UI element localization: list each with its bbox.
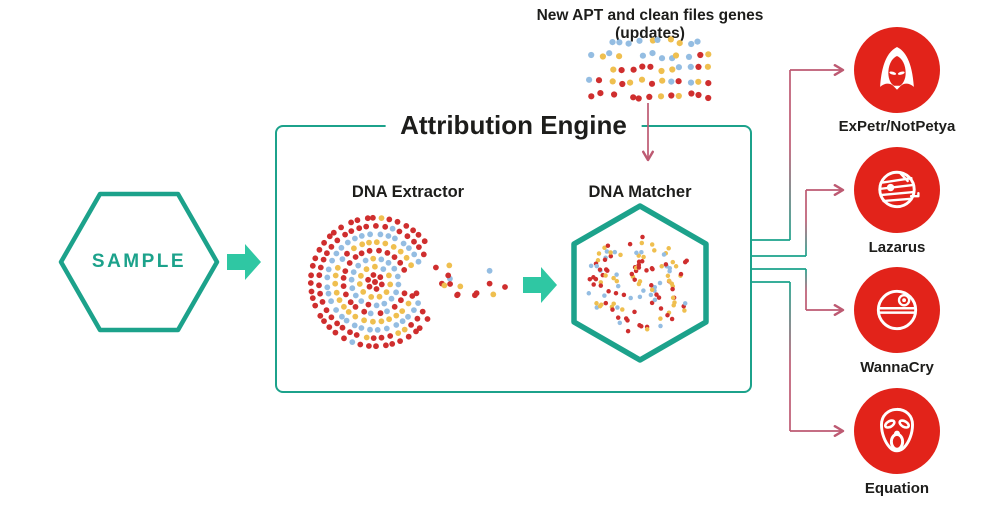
- dna-matcher-hexagon: [571, 203, 709, 363]
- dna-extractor-dots: [307, 214, 508, 350]
- output-label-lazarus: Lazarus: [868, 239, 926, 256]
- updates-label: New APT and clean files genes (updates): [536, 7, 764, 42]
- expetr-circle: [854, 27, 940, 113]
- hooded-villain-icon: [880, 46, 914, 90]
- flow-arrow-icon: [227, 244, 261, 280]
- output-label-expetr: ExPetr/NotPetya: [838, 118, 956, 135]
- attribution-engine-box: Attribution Engine: [275, 110, 752, 393]
- mummy-icon: [878, 170, 920, 209]
- flow-arrow-icon: [523, 267, 557, 303]
- dna-extractor-label: DNA Extractor: [351, 183, 465, 201]
- dna-matcher-label: DNA Matcher: [588, 183, 692, 201]
- gene-updates-dots: [586, 36, 712, 102]
- wannacry-circle: [854, 267, 940, 353]
- scream-mask-icon: [880, 407, 914, 453]
- output-label-equation: Equation: [864, 480, 930, 497]
- lazarus-circle: [854, 147, 940, 233]
- output-label-wannacry: WannaCry: [860, 359, 934, 376]
- sample-label: SAMPLE: [91, 251, 187, 272]
- sample-hexagon: [58, 191, 220, 333]
- engine-title: Attribution Engine: [385, 110, 642, 141]
- equation-circle: [854, 388, 940, 474]
- death-star-icon: [876, 289, 918, 331]
